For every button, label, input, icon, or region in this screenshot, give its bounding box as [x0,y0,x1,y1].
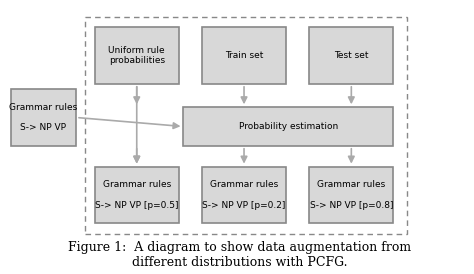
Text: Test set: Test set [334,51,369,60]
FancyBboxPatch shape [202,167,286,223]
FancyBboxPatch shape [310,27,393,84]
FancyBboxPatch shape [202,27,286,84]
Text: Probability estimation: Probability estimation [239,122,338,131]
Text: Grammar rules

S-> NP VP [p=0.2]: Grammar rules S-> NP VP [p=0.2] [202,180,286,210]
FancyBboxPatch shape [11,89,76,146]
Text: Grammar rules

S-> NP VP [p=0.8]: Grammar rules S-> NP VP [p=0.8] [310,180,393,210]
Text: Grammar rules

S-> NP VP [p=0.5]: Grammar rules S-> NP VP [p=0.5] [95,180,179,210]
FancyBboxPatch shape [310,167,393,223]
FancyBboxPatch shape [95,167,179,223]
Text: Uniform rule
probabilities: Uniform rule probabilities [109,46,165,65]
FancyBboxPatch shape [183,107,393,146]
Text: Grammar rules

S-> NP VP: Grammar rules S-> NP VP [9,102,78,132]
Text: Figure 1:  A diagram to show data augmentation from
different distributions with: Figure 1: A diagram to show data augment… [68,241,411,269]
Text: Train set: Train set [225,51,263,60]
FancyBboxPatch shape [95,27,179,84]
